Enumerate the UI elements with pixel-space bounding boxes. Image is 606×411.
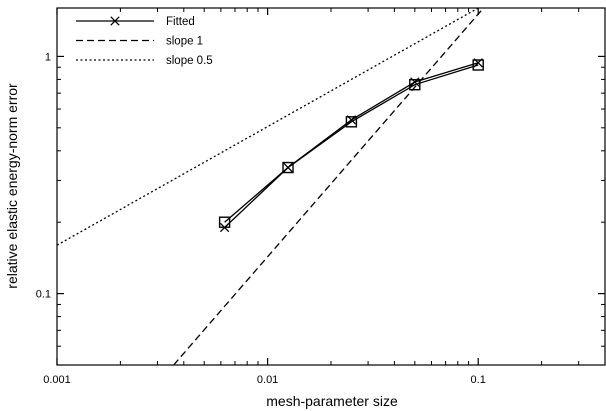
- y-axis-label: relative elastic energy-norm error: [4, 83, 20, 289]
- legend-label-1: slope 1: [166, 36, 203, 48]
- series-line-1: [224, 64, 479, 223]
- series-1-point-2: [345, 116, 358, 128]
- y-tick-label-1: 1: [45, 51, 51, 63]
- series-line-3: [57, 8, 479, 246]
- series-0-point-1: [283, 162, 293, 173]
- legend-marker-0: [110, 16, 120, 26]
- plot-frame: [56, 7, 606, 366]
- marker-layer: [218, 58, 484, 233]
- x-tick-label-1: 0.01: [257, 374, 278, 386]
- axes: 0.001 0.01 0.1 0.1 1: [36, 7, 606, 386]
- series-1-point-0: [218, 216, 231, 228]
- legend-label-2: slope 0.5: [166, 55, 213, 67]
- series-layer: [57, 8, 485, 365]
- series-1-point-3: [409, 78, 421, 91]
- legend: Fitted slope 1 slope 0.5: [76, 16, 213, 67]
- x-tick-label-2: 0.1: [471, 374, 486, 386]
- y-tick-label-0: 0.1: [36, 289, 51, 301]
- series-line-0: [224, 62, 479, 228]
- series-1-point-4: [472, 59, 484, 71]
- legend-label-0: Fitted: [166, 16, 195, 28]
- series-1-point-1: [282, 161, 294, 174]
- x-axis-label: mesh-parameter size: [266, 393, 398, 409]
- x-tick-label-0: 0.001: [43, 374, 71, 386]
- series-line-2: [173, 8, 485, 365]
